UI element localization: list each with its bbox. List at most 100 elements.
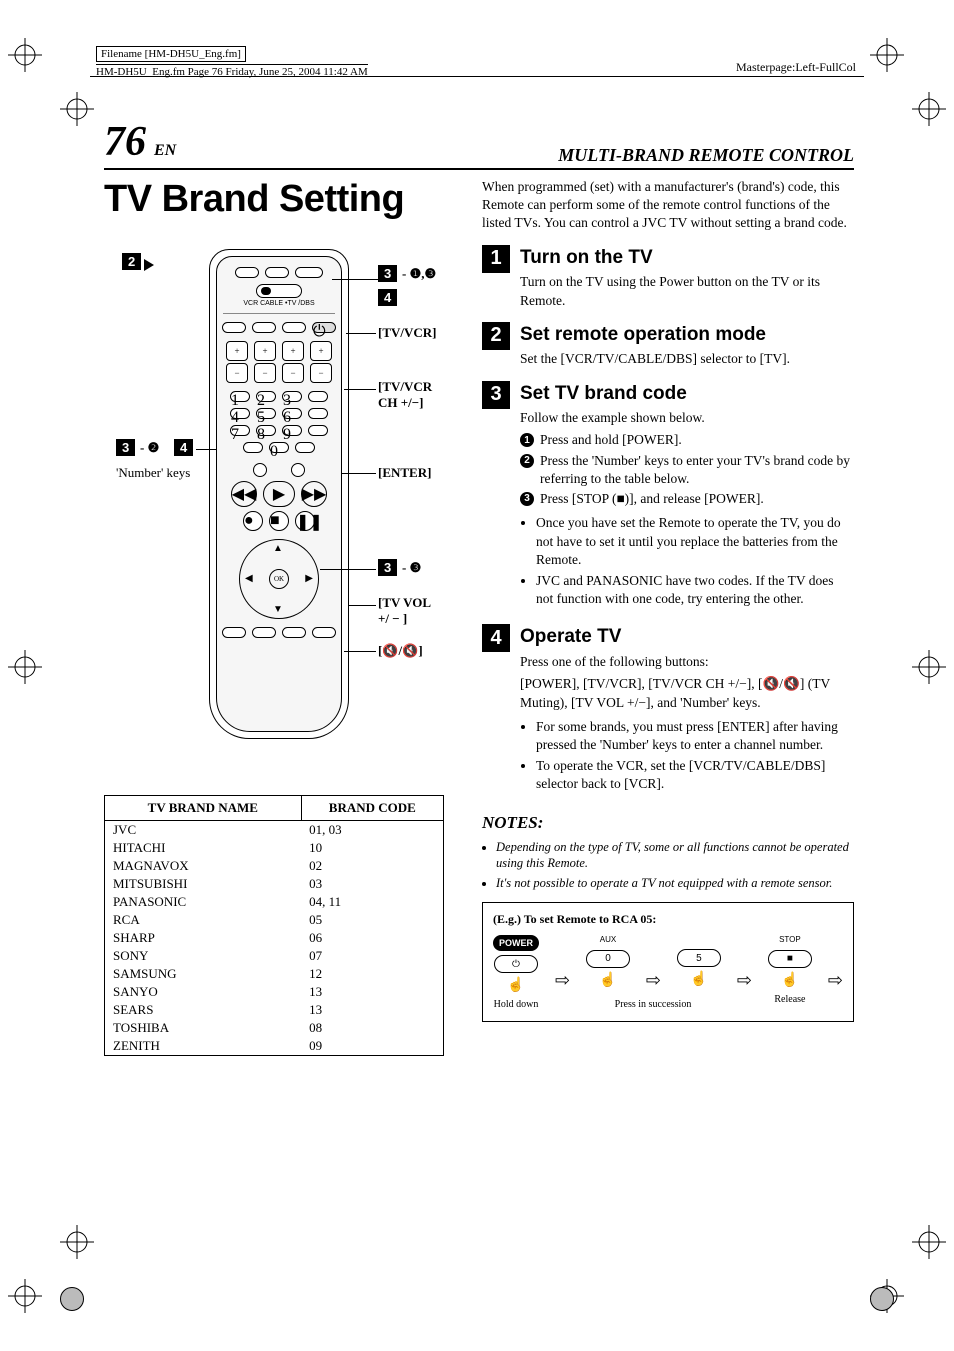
callout-box-2: 2	[122, 253, 141, 270]
table-row: HITACHI10	[105, 839, 444, 857]
brand-name-cell: JVC	[105, 821, 302, 840]
example-stop-label: STOP	[779, 935, 801, 946]
step-text: Follow the example shown below.	[520, 409, 854, 427]
masterpage-label: Masterpage:Left-FullCol	[736, 60, 856, 75]
step-title: Turn on the TV	[520, 245, 854, 271]
table-row: JVC01, 03	[105, 821, 444, 840]
brand-code-cell: 03	[301, 875, 443, 893]
substep-text: Press [STOP (■)], and release [POWER].	[540, 490, 764, 508]
page-header-bar: 76 EN MULTI-BRAND REMOTE CONTROL	[104, 118, 854, 170]
callout-box-4b: 4	[174, 439, 193, 456]
brand-name-cell: SEARS	[105, 1001, 302, 1019]
step-text: [POWER], [TV/VCR], [TV/VCR CH +/−], [🔇/🔇…	[520, 675, 854, 711]
table-row: ZENITH09	[105, 1037, 444, 1056]
callout-mute: [🔇/🔇]	[378, 643, 423, 659]
example-title: (E.g.) To set Remote to RCA 05:	[493, 911, 843, 927]
callout-line	[344, 389, 376, 390]
brand-code-cell: 13	[301, 1001, 443, 1019]
table-row: SHARP06	[105, 929, 444, 947]
file-metadata: Filename [HM-DH5U_Eng.fm] HM-DH5U_Eng.fm…	[96, 46, 368, 78]
callout-tv-vcr: [TV/VCR]	[378, 325, 437, 341]
brand-code-cell: 06	[301, 929, 443, 947]
hand-icon: ☝	[599, 970, 616, 989]
step-text: Set the [VCR/TV/CABLE/DBS] selector to […	[520, 350, 854, 368]
brand-name-cell: HITACHI	[105, 839, 302, 857]
intro-paragraph: When programmed (set) with a manufacture…	[482, 178, 854, 233]
brand-code-cell: 01, 03	[301, 821, 443, 840]
brand-name-cell: MAGNAVOX	[105, 857, 302, 875]
table-row: PANASONIC04, 11	[105, 893, 444, 911]
callout-line	[348, 605, 376, 606]
callout-box-3b: 3	[116, 439, 135, 456]
registration-mark	[870, 38, 904, 72]
step-1: 1 Turn on the TV Turn on the TV using th…	[482, 245, 854, 314]
callout-box-4: 4	[378, 289, 397, 306]
remote-diagram: VCR CABLE •TV /DBS ⏻ ++++ −−−−	[104, 239, 454, 769]
step-4: 4 Operate TV Press one of the following …	[482, 624, 854, 801]
example-digit: 5	[677, 949, 721, 967]
example-box: (E.g.) To set Remote to RCA 05: POWER ⏻ …	[482, 902, 854, 1022]
slider-labels: VCR CABLE •TV /DBS	[217, 300, 341, 307]
page-number-block: 76 EN	[104, 118, 176, 166]
note-item: It's not possible to operate a TV not eq…	[496, 875, 854, 892]
section-heading: MULTI-BRAND REMOTE CONTROL	[558, 145, 854, 166]
brand-name-cell: SHARP	[105, 929, 302, 947]
registration-mark	[912, 1225, 946, 1259]
crop-circle	[870, 1287, 894, 1311]
step-number: 3	[482, 381, 510, 409]
registration-mark	[8, 650, 42, 684]
substep-text: Press and hold [POWER].	[540, 431, 682, 449]
callout-line	[320, 569, 376, 570]
registration-mark	[8, 38, 42, 72]
callout-tv-vcr-ch: [TV/VCRCH +/−]	[378, 379, 432, 411]
brand-code-cell: 09	[301, 1037, 443, 1056]
example-aux-label: AUX	[600, 935, 616, 946]
table-row: TOSHIBA08	[105, 1019, 444, 1037]
example-power-label: POWER	[493, 935, 539, 951]
substep-text: Press the 'Number' keys to enter your TV…	[540, 452, 854, 488]
step-number: 4	[482, 624, 510, 652]
step-3: 3 Set TV brand code Follow the example s…	[482, 381, 854, 617]
callout-line	[332, 279, 378, 280]
brand-code-cell: 08	[301, 1019, 443, 1037]
callout-line	[344, 651, 376, 652]
table-row: SEARS13	[105, 1001, 444, 1019]
arrow-icon: ⇨	[646, 968, 661, 992]
callout-3a-sub: - ❶,❸	[402, 266, 436, 282]
brand-code-cell: 13	[301, 983, 443, 1001]
registration-mark	[912, 650, 946, 684]
brand-code-cell: 02	[301, 857, 443, 875]
page-title: TV Brand Setting	[104, 178, 454, 221]
example-release-label: Release	[774, 993, 805, 1007]
notes-title: NOTES:	[482, 812, 854, 835]
hand-icon: ☝	[507, 975, 524, 994]
brand-code-table: TV BRAND NAME BRAND CODE JVC01, 03HITACH…	[104, 795, 444, 1056]
step-2: 2 Set remote operation mode Set the [VCR…	[482, 322, 854, 373]
table-header-name: TV BRAND NAME	[105, 796, 302, 821]
step-bullet: JVC and PANASONIC have two codes. If the…	[536, 572, 854, 608]
brand-name-cell: RCA	[105, 911, 302, 929]
brand-code-cell: 04, 11	[301, 893, 443, 911]
callout-line	[342, 473, 376, 474]
table-row: SANYO13	[105, 983, 444, 1001]
table-row: RCA05	[105, 911, 444, 929]
page-lang: EN	[154, 142, 176, 159]
step-number: 2	[482, 322, 510, 350]
brand-name-cell: MITSUBISHI	[105, 875, 302, 893]
table-row: MAGNAVOX02	[105, 857, 444, 875]
brand-name-cell: ZENITH	[105, 1037, 302, 1056]
step-text: Press one of the following buttons:	[520, 653, 854, 671]
brand-name-cell: TOSHIBA	[105, 1019, 302, 1037]
brand-name-cell: SANYO	[105, 983, 302, 1001]
example-digit: 0	[586, 950, 630, 968]
brand-code-cell: 05	[301, 911, 443, 929]
brand-code-cell: 12	[301, 965, 443, 983]
step-title: Set TV brand code	[520, 381, 854, 407]
note-item: Depending on the type of TV, some or all…	[496, 839, 854, 873]
callout-enter: [ENTER]	[378, 465, 431, 481]
callout-tv-vol: [TV VOL+/ − ]	[378, 595, 431, 627]
example-stop-icon: ■	[768, 950, 812, 968]
step-bullet: For some brands, you must press [ENTER] …	[536, 718, 854, 754]
hand-icon: ☝	[690, 969, 707, 988]
table-row: SAMSUNG12	[105, 965, 444, 983]
